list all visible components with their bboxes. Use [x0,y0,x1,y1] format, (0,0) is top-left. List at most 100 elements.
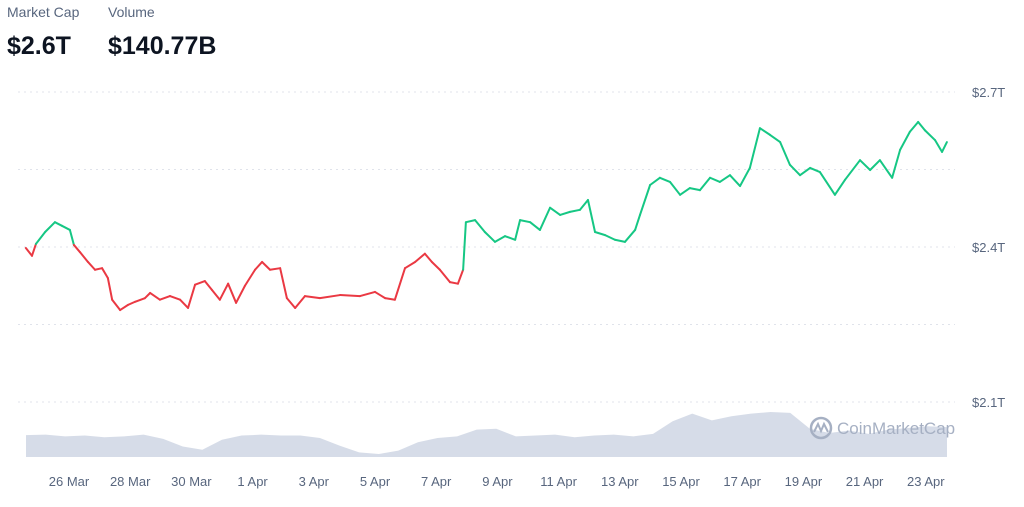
price-segment [68,228,75,246]
x-tick-label: 19 Apr [785,474,823,489]
price-segment [339,294,362,298]
watermark: CoinMarketCap [809,416,955,440]
price-segment [613,238,627,243]
price-segment [393,267,406,301]
x-tick-label: 23 Apr [907,474,945,489]
price-segment [210,288,221,301]
price-segment [568,208,582,213]
price-segment [579,198,589,211]
volume-label: Volume [108,4,155,20]
watermark-text: CoinMarketCap [837,419,955,438]
price-segment [899,130,911,151]
x-tick-label: 7 Apr [421,474,452,489]
price-segment [294,295,306,309]
x-tick-label: 30 Mar [171,474,212,489]
price-segment [119,303,130,312]
price-segment [586,198,597,234]
price-segment [668,180,682,196]
price-segment [187,283,197,309]
y-tick-label: $2.7T [972,85,1005,100]
price-segment [384,297,396,301]
price-segment [779,141,791,166]
price-segment [24,247,33,257]
price-segment [94,267,104,271]
x-tick-label: 9 Apr [482,474,513,489]
price-segment [529,221,541,231]
price-segment [728,174,742,188]
market-cap-value: $2.6T [7,32,71,60]
price-segment [809,166,821,174]
price-segment [844,159,862,181]
price-segment [514,219,522,241]
price-segment [769,133,782,144]
price-segment [748,127,761,169]
price-segment [430,260,441,271]
price-segment [483,231,496,243]
x-tick-label: 11 Apr [540,474,577,489]
price-segment [254,260,264,271]
price-segment [403,260,417,270]
volume-value: $140.77B [108,32,217,60]
price-segment [649,176,661,186]
price-segment [462,221,467,271]
price-segment [594,231,607,237]
y-tick-label: $2.4T [972,240,1005,255]
price-segment [414,252,426,263]
price-segment [158,295,171,301]
price-segment [423,252,433,263]
x-tick-label: 3 Apr [299,474,330,489]
price-segment [279,267,288,300]
price-segment [538,206,552,231]
price-segment [549,206,562,216]
price-segment [638,183,652,216]
price-segment [758,127,772,136]
coinmarketcap-logo-icon [809,416,833,440]
price-segment [285,297,297,309]
price-segment [127,300,137,306]
x-tick-label: 15 Apr [662,474,700,489]
price-segment [168,295,182,301]
price-segment [203,280,213,291]
price-segment [318,294,342,300]
x-tick-label: 21 Apr [846,474,884,489]
price-segment [143,291,152,300]
price-segment [604,234,616,241]
price-segment [504,235,517,241]
market-cap-label: Market Cap [7,4,80,20]
price-segment [718,174,731,183]
price-segment [448,281,459,285]
x-tick-label: 28 Mar [110,474,151,489]
price-segment [709,176,721,183]
price-segment [359,290,376,298]
price-segment [30,242,37,257]
price-segment [658,176,671,183]
price-segment [72,243,82,254]
price-segment [917,120,926,132]
price-segment [688,187,701,192]
price-segment [34,231,47,245]
price-segment [679,187,691,196]
price-segment [218,282,230,301]
price-segment [227,282,238,304]
price-segment [194,280,206,286]
price-segment [101,267,109,280]
price-segment [698,176,712,192]
price-segment [149,291,161,301]
volume-stat: Volume $140.77B [108,4,216,61]
price-segment [243,268,257,287]
x-tick-label: 1 Apr [237,474,268,489]
market-cap-stat: Market Cap $2.6T [7,4,79,61]
volume-area [26,412,947,457]
price-segment [624,228,637,243]
price-segment [474,219,486,234]
x-tick-label: 17 Apr [723,474,761,489]
price-segment [111,298,122,312]
price-segment [859,159,872,172]
price-segment [106,277,114,301]
price-segment [493,235,507,243]
x-tick-label: 13 Apr [601,474,639,489]
price-segment [303,295,321,300]
price-segment [923,129,936,142]
price-segment [464,219,477,224]
